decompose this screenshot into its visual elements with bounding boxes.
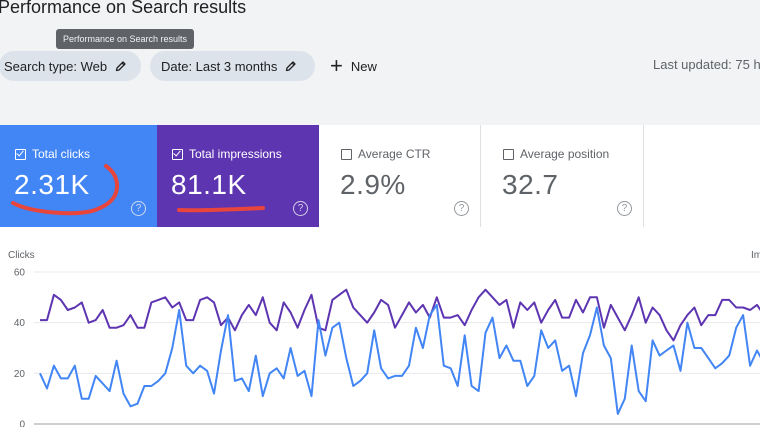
search-type-label: Search type: Web bbox=[4, 58, 108, 74]
left-axis-title: Clicks bbox=[8, 250, 35, 261]
metric-label: Total impressions bbox=[189, 147, 282, 161]
checkbox-checked-icon[interactable] bbox=[15, 148, 26, 160]
metric-value: 2.31K bbox=[14, 169, 90, 200]
metric-card-average-position[interactable]: Average position 32.7 ? bbox=[481, 125, 644, 227]
checkbox-unchecked-icon[interactable] bbox=[341, 148, 352, 160]
date-label: Date: Last 3 months bbox=[161, 58, 278, 74]
metric-label: Average CTR bbox=[358, 147, 431, 161]
series-line-total-impressions bbox=[40, 288, 760, 342]
edit-pencil-icon[interactable] bbox=[115, 60, 127, 72]
metric-header: Average position bbox=[503, 147, 609, 161]
new-label: New bbox=[350, 58, 377, 74]
checkbox-unchecked-icon[interactable] bbox=[503, 148, 514, 160]
metric-label: Total clicks bbox=[32, 147, 91, 161]
y-tick-label: 0 bbox=[19, 420, 25, 427]
metric-header: Total impressions bbox=[172, 147, 282, 161]
red-underline-annotation bbox=[177, 206, 265, 213]
new-filter-button[interactable]: + New bbox=[330, 54, 377, 78]
help-icon[interactable]: ? bbox=[617, 201, 632, 216]
y-tick-label: 60 bbox=[14, 268, 26, 279]
edit-pencil-icon[interactable] bbox=[285, 60, 297, 72]
metric-card-total-clicks[interactable]: Total clicks 2.31K ? bbox=[0, 125, 157, 227]
metric-header: Total clicks bbox=[15, 147, 90, 161]
tooltip: Performance on Search results bbox=[56, 29, 195, 49]
plus-icon: + bbox=[330, 53, 343, 78]
series-line-total-clicks bbox=[39, 303, 760, 415]
last-updated-text: Last updated: 75 h bbox=[653, 57, 760, 72]
metric-value: 32.7 bbox=[502, 169, 559, 200]
checkbox-checked-icon[interactable] bbox=[172, 148, 183, 160]
metric-value: 81.1K bbox=[171, 169, 247, 200]
help-icon[interactable]: ? bbox=[131, 201, 146, 216]
metric-label: Average position bbox=[520, 147, 610, 161]
y-tick-label: 40 bbox=[14, 318, 26, 329]
search-type-filter-chip[interactable]: Search type: Web bbox=[0, 51, 141, 81]
y-tick-label: 20 bbox=[14, 369, 26, 380]
metric-value: 2.9% bbox=[340, 169, 406, 200]
help-icon[interactable]: ? bbox=[293, 201, 308, 216]
date-filter-chip[interactable]: Date: Last 3 months bbox=[150, 51, 315, 81]
performance-chart: Clicks Im 0 20 40 60 bbox=[0, 227, 760, 427]
metric-card-average-ctr[interactable]: Average CTR 2.9% ? bbox=[319, 125, 481, 227]
line-chart-svg: 0 20 40 60 bbox=[14, 268, 760, 427]
red-underline-annotation bbox=[11, 164, 120, 216]
help-icon[interactable]: ? bbox=[454, 201, 469, 216]
metric-header: Average CTR bbox=[341, 147, 430, 161]
page-title: Performance on Search results bbox=[0, 0, 247, 17]
right-axis-title: Im bbox=[751, 250, 760, 261]
